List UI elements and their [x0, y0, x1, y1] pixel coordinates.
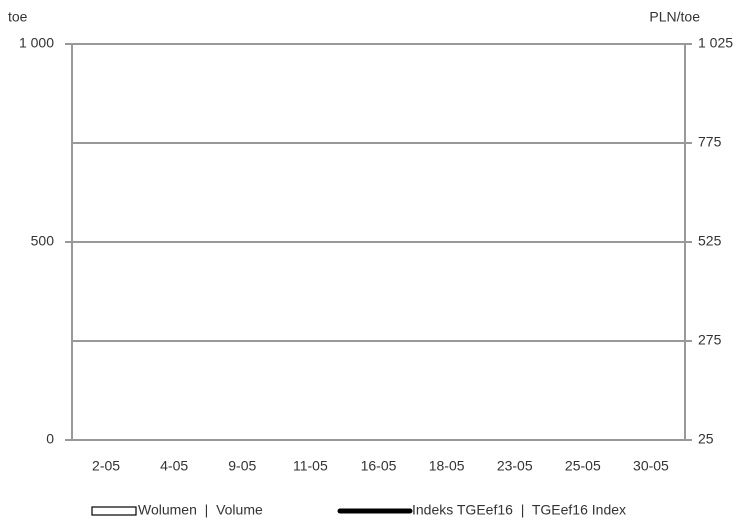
x-tick-label: 16-05 — [361, 458, 397, 474]
y-tick-label: 0 — [46, 431, 54, 447]
y-tick-label: 500 — [31, 233, 55, 249]
x-tick-label: 25-05 — [565, 458, 601, 474]
x-tick-label: 11-05 — [293, 458, 328, 474]
y-axis-label: toe — [8, 9, 28, 25]
x-tick-label: 9-05 — [228, 458, 256, 474]
x-tick-label: 23-05 — [497, 458, 533, 474]
x-tick-label: 18-05 — [429, 458, 465, 474]
legend-swatch — [91, 506, 137, 516]
x-tick-label: 30-05 — [633, 458, 669, 474]
y2-tick-label: 525 — [698, 233, 722, 249]
y2-tick-label: 1 025 — [698, 35, 733, 51]
y-tick-label: 1 000 — [19, 35, 54, 51]
legend-label: Indeks TGEef16 | TGEef16 Index — [412, 502, 626, 518]
y2-tick-label: 775 — [698, 134, 722, 150]
y2-tick-label: 275 — [698, 332, 722, 348]
y2-axis-label: PLN/toe — [649, 9, 700, 25]
y2-tick-label: 25 — [698, 431, 714, 447]
legend-label: Wolumen | Volume — [138, 502, 263, 518]
x-tick-label: 2-05 — [92, 458, 120, 474]
x-tick-label: 4-05 — [160, 458, 188, 474]
